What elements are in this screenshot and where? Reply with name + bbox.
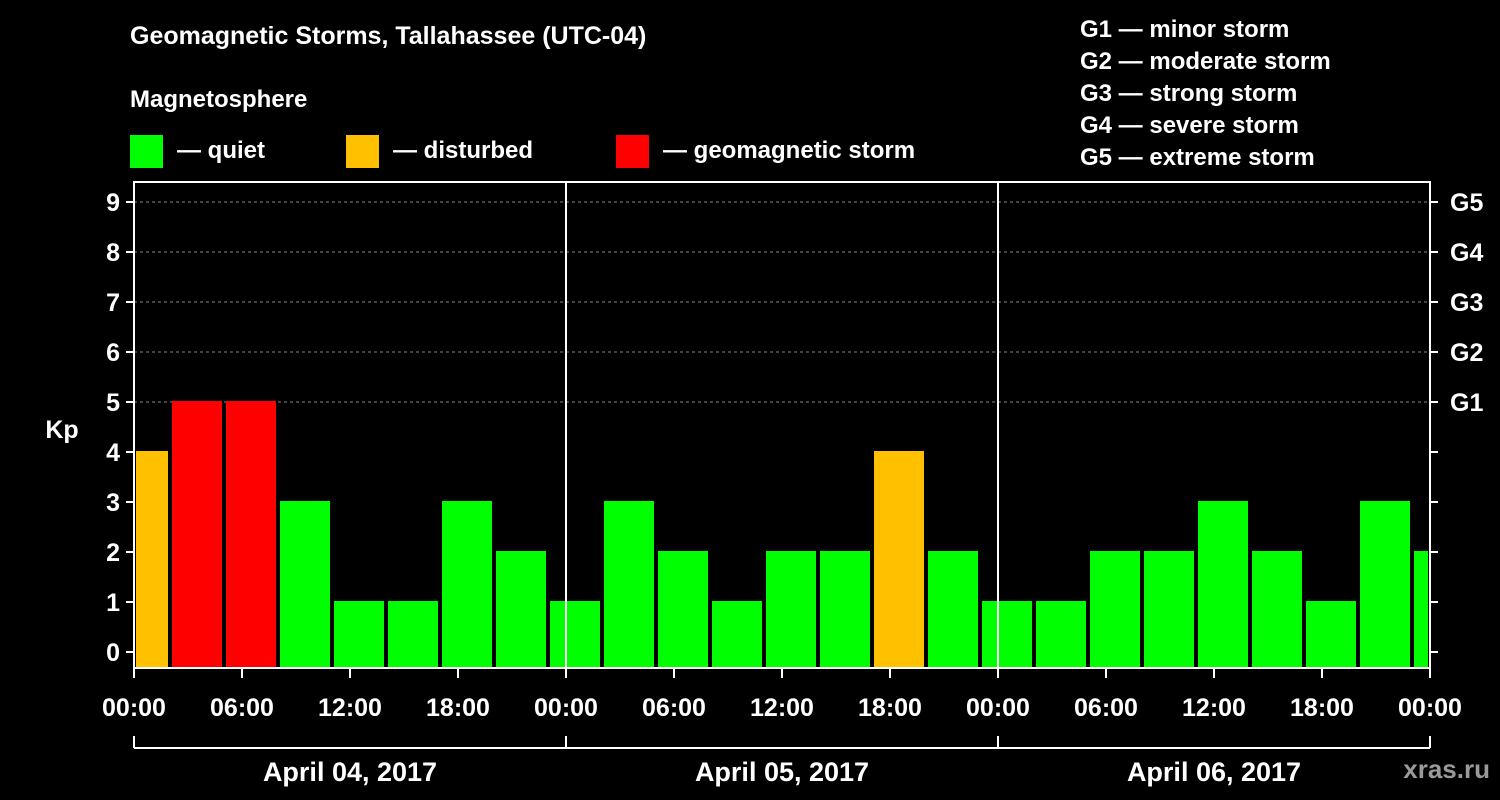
kp-bar-12 <box>766 551 816 668</box>
x-tick-label-3: 18:00 <box>426 694 490 722</box>
y-tick-label-1: 1 <box>106 589 120 617</box>
kp-bar-9 <box>604 501 654 668</box>
y-tick-label-3: 3 <box>106 489 120 517</box>
day-label-1: April 05, 2017 <box>695 757 869 787</box>
legend-disturbed-swatch <box>346 134 379 168</box>
legend-storm-swatch <box>616 134 649 168</box>
kp-bar-0 <box>136 451 168 668</box>
x-tick-label-0: 00:00 <box>102 694 166 722</box>
y-tick-label-0: 0 <box>106 639 120 667</box>
kp-bar-8 <box>550 601 600 668</box>
x-tick-label-1: 06:00 <box>210 694 274 722</box>
kp-bar-17 <box>1036 601 1086 668</box>
storm-scale-g2: G2 — moderate storm <box>1080 48 1331 75</box>
legend-disturbed-label: — disturbed <box>393 137 534 164</box>
chart-title: Geomagnetic Storms, Tallahassee (UTC-04) <box>130 22 647 50</box>
legend-quiet-swatch <box>130 134 163 168</box>
x-tick-label-9: 06:00 <box>1074 694 1138 722</box>
x-tick-label-5: 06:00 <box>642 694 706 722</box>
y-axis-label: Kp <box>45 416 78 444</box>
kp-bar-7 <box>496 551 546 668</box>
kp-bar-10 <box>658 551 708 668</box>
g-scale-label-G3: G3 <box>1450 289 1483 317</box>
kp-bar-2 <box>226 401 276 668</box>
kp-bar-21 <box>1252 551 1302 668</box>
legend-quiet: — quiet <box>130 134 265 168</box>
kp-bar-24 <box>1414 551 1428 668</box>
y-tick-label-4: 4 <box>106 439 120 467</box>
x-tick-label-7: 18:00 <box>858 694 922 722</box>
kp-bar-18 <box>1090 551 1140 668</box>
y-tick-label-6: 6 <box>106 339 120 367</box>
kp-bar-4 <box>334 601 384 668</box>
legend-storm-label: — geomagnetic storm <box>663 137 916 164</box>
x-tick-label-12: 00:00 <box>1398 694 1462 722</box>
y-tick-label-5: 5 <box>106 389 120 417</box>
kp-bar-13 <box>820 551 870 668</box>
kp-bar-15 <box>928 551 978 668</box>
kp-bar-16 <box>982 601 1032 668</box>
day-label-0: April 04, 2017 <box>263 757 437 787</box>
legend-quiet-label: — quiet <box>177 137 265 164</box>
storm-scale-g5: G5 — extreme storm <box>1080 144 1315 171</box>
legend-heading: Magnetosphere <box>130 86 308 113</box>
x-tick-label-8: 00:00 <box>966 694 1030 722</box>
kp-bar-3 <box>280 501 330 668</box>
x-tick-label-10: 12:00 <box>1182 694 1246 722</box>
y-tick-label-8: 8 <box>106 239 120 267</box>
storm-scale-g1: G1 — minor storm <box>1080 16 1290 43</box>
storm-scale-legend: G1 — minor storm G2 — moderate storm G3 … <box>1080 14 1331 174</box>
y-tick-label-7: 7 <box>106 289 120 317</box>
kp-bar-6 <box>442 501 492 668</box>
kp-bar-14 <box>874 451 924 668</box>
kp-bar-1 <box>172 401 222 668</box>
kp-bar-19 <box>1144 551 1194 668</box>
kp-bar-5 <box>388 601 438 668</box>
x-tick-label-11: 18:00 <box>1290 694 1354 722</box>
watermark: xras.ru <box>1403 754 1490 784</box>
kp-bar-20 <box>1198 501 1248 668</box>
day-label-2: April 06, 2017 <box>1127 757 1301 787</box>
kp-bar-11 <box>712 601 762 668</box>
x-tick-label-2: 12:00 <box>318 694 382 722</box>
x-tick-label-4: 00:00 <box>534 694 598 722</box>
y-tick-label-9: 9 <box>106 189 120 217</box>
g-scale-label-G4: G4 <box>1450 239 1483 267</box>
kp-bar-22 <box>1306 601 1356 668</box>
legend-disturbed: — disturbed <box>346 134 533 168</box>
g-scale-label-G2: G2 <box>1450 339 1483 367</box>
y-tick-label-2: 2 <box>106 539 120 567</box>
g-scale-label-G5: G5 <box>1450 189 1483 217</box>
legend-storm: — geomagnetic storm <box>616 134 915 168</box>
x-tick-label-6: 12:00 <box>750 694 814 722</box>
g-scale-label-G1: G1 <box>1450 389 1483 417</box>
kp-bar-23 <box>1360 501 1410 668</box>
storm-scale-g4: G4 — severe storm <box>1080 112 1299 139</box>
storm-scale-g3: G3 — strong storm <box>1080 80 1298 107</box>
